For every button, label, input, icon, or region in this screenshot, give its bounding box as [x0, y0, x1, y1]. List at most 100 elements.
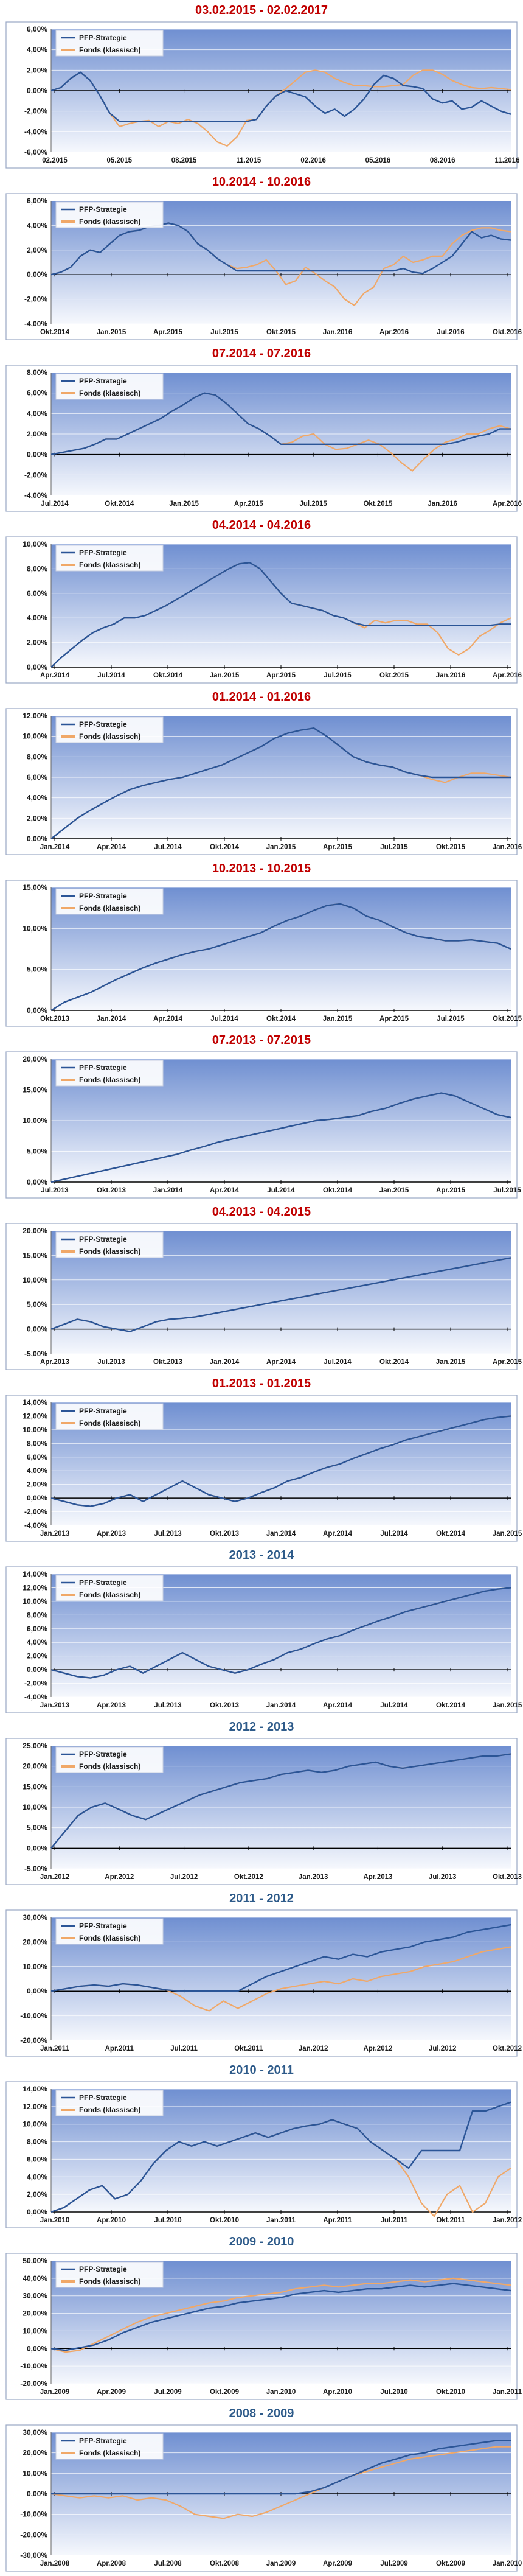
y-tick-label: -4,00%	[24, 1521, 47, 1530]
x-tick-label: Jan.2014	[210, 1359, 240, 1366]
y-tick-label: 4,00%	[27, 794, 47, 802]
legend-label: Fonds (klassisch)	[79, 904, 140, 912]
y-tick-label: 20,00%	[23, 1227, 47, 1235]
x-tick-label: 05.2016	[365, 157, 391, 164]
y-tick-label: 0,00%	[27, 270, 47, 279]
legend-label: PFP-Strategie	[79, 1235, 127, 1244]
x-tick-label: Jan.2013	[40, 1702, 70, 1709]
chart-panel: 07.2014 - 07.2016 8,00% 6,00% 4,00% 2,00% 0,0…	[0, 343, 523, 514]
x-tick-label: Apr.2014	[266, 1359, 296, 1366]
chart-svg: 14,00% 12,00% 10,00% 8,00% 6,00% 4,00% 2,00% 0,…	[5, 1566, 522, 1713]
y-tick-label: -5,00%	[24, 1864, 47, 1873]
x-tick-label: Jul.2014	[380, 1530, 408, 1538]
y-tick-label: 4,00%	[27, 221, 47, 229]
y-tick-label: -2,00%	[24, 471, 47, 479]
y-tick-label: 0,00%	[27, 450, 47, 459]
y-tick-label: 20,00%	[23, 1937, 47, 1946]
x-tick-label: Jan.2011	[40, 2045, 70, 2053]
y-tick-label: 12,00%	[23, 1583, 47, 1592]
chart-title: 2011 - 2012	[229, 1892, 294, 1905]
x-tick-label: Jul.2014	[267, 1187, 295, 1194]
x-tick-label: Okt.2011	[234, 2045, 263, 2053]
legend: PFP-Strategie Fonds (klassisch)	[55, 201, 164, 228]
x-tick-label: Apr.2015	[323, 844, 353, 851]
x-tick-label: Okt.2011	[436, 2217, 465, 2224]
x-tick-label: Jul.2015	[210, 329, 238, 336]
x-tick-label: Apr.2015	[234, 500, 264, 508]
y-tick-label: 6,00%	[27, 773, 47, 782]
x-tick-label: Jul.2014	[97, 672, 125, 679]
legend-box	[55, 1403, 164, 1430]
legend: PFP-Strategie Fonds (klassisch)	[55, 716, 164, 743]
x-tick-label: Jul.2015	[437, 1015, 465, 1023]
legend-box	[55, 1231, 164, 1258]
x-tick-label: Apr.2014	[323, 1530, 353, 1538]
x-tick-label: Apr.2014	[210, 1187, 240, 1194]
x-tick-label: Jan.2010	[493, 2560, 522, 2567]
y-tick-label: 0,00%	[27, 835, 47, 843]
x-tick-label: Apr.2010	[97, 2217, 126, 2224]
x-tick-label: Apr.2013	[97, 1530, 126, 1538]
series-line-pfp-strategie	[50, 727, 511, 839]
y-tick-label: 15,00%	[23, 1086, 47, 1094]
legend: PFP-Strategie Fonds (klassisch)	[55, 1575, 164, 1601]
x-tick-label: Okt.2014	[105, 500, 134, 508]
y-tick-label: 8,00%	[27, 752, 47, 761]
y-tick-label: -10,00%	[20, 2510, 47, 2519]
x-tick-label: Okt.2014	[210, 844, 240, 851]
y-tick-label: 30,00%	[23, 1913, 47, 1922]
y-tick-label: 30,00%	[23, 2428, 47, 2437]
y-tick-label: -2,00%	[24, 1679, 47, 1688]
y-tick-label: 0,00%	[27, 1494, 47, 1502]
legend-box	[55, 1746, 164, 1773]
chart-svg: 6,00% 4,00% 2,00% 0,00% -2,00% -4,00%Okt.2014…	[5, 193, 522, 340]
x-tick-label: Okt.2014	[153, 672, 183, 679]
x-tick-label: Jul.2010	[380, 2389, 407, 2396]
series-line-pfp-strategie	[50, 222, 511, 276]
chart-panel: 04.2013 - 04.2015 20,00% 15,00% 10,00% 5,00%…	[0, 1202, 523, 1372]
y-tick-label: 4,00%	[27, 1638, 47, 1647]
legend-box	[55, 373, 164, 400]
x-tick-label: Jan.2012	[493, 2217, 522, 2224]
x-tick-label: Okt.2013	[210, 1702, 239, 1709]
y-tick-label: -2,00%	[24, 107, 47, 116]
legend-box	[55, 1918, 164, 1945]
legend-label: Fonds (klassisch)	[79, 2449, 140, 2457]
x-tick-label: Okt.2014	[323, 1187, 353, 1194]
x-tick-label: Apr.2014	[97, 844, 126, 851]
x-tick-label: Okt.2009	[210, 2389, 239, 2396]
chart-title: 01.2014 - 01.2016	[212, 690, 311, 704]
legend: PFP-Strategie Fonds (klassisch)	[55, 2090, 164, 2116]
y-tick-label: 20,00%	[23, 2309, 47, 2318]
x-tick-label: Apr.2014	[153, 1015, 183, 1023]
series-line-pfp-strategie	[50, 903, 511, 1012]
x-tick-label: Jul.2012	[429, 2045, 456, 2053]
x-tick-label: Jan.2015	[323, 1015, 353, 1023]
y-tick-label: 8,00%	[27, 368, 47, 377]
y-tick-label: 20,00%	[23, 1055, 47, 1063]
y-tick-label: 0,00%	[27, 1178, 47, 1186]
legend: PFP-Strategie Fonds (klassisch)	[55, 1918, 164, 1945]
legend-box	[55, 201, 164, 228]
legend-label: Fonds (klassisch)	[79, 2105, 140, 2114]
y-tick-label: 4,00%	[27, 1466, 47, 1475]
y-tick-label: 2,00%	[27, 1480, 47, 1489]
x-tick-label: Jan.2014	[97, 1015, 126, 1023]
chart-title: 2008 - 2009	[229, 2407, 294, 2420]
y-tick-label: 6,00%	[27, 197, 47, 205]
legend-label: PFP-Strategie	[79, 892, 127, 900]
y-tick-label: 0,00%	[27, 86, 47, 95]
legend-label: Fonds (klassisch)	[79, 1076, 140, 1084]
x-tick-label: Jan.2013	[299, 1874, 328, 1881]
x-tick-label: Jul.2012	[170, 1874, 198, 1881]
x-tick-label: Jul.2009	[380, 2560, 407, 2567]
y-tick-label: 6,00%	[27, 589, 47, 598]
x-tick-label: Apr.2008	[97, 2560, 126, 2567]
x-tick-label: Jan.2016	[428, 500, 457, 508]
x-tick-label: Okt.2013	[210, 1530, 239, 1538]
legend-label: PFP-Strategie	[79, 2093, 127, 2102]
x-tick-label: Jul.2014	[41, 500, 69, 508]
chart-panel: 01.2013 - 01.2015 14,00% 12,00% 10,00% 8,00%…	[0, 1373, 523, 1544]
chart-title: 01.2013 - 01.2015	[212, 1377, 311, 1390]
x-tick-label: Okt.2013	[493, 1874, 522, 1881]
